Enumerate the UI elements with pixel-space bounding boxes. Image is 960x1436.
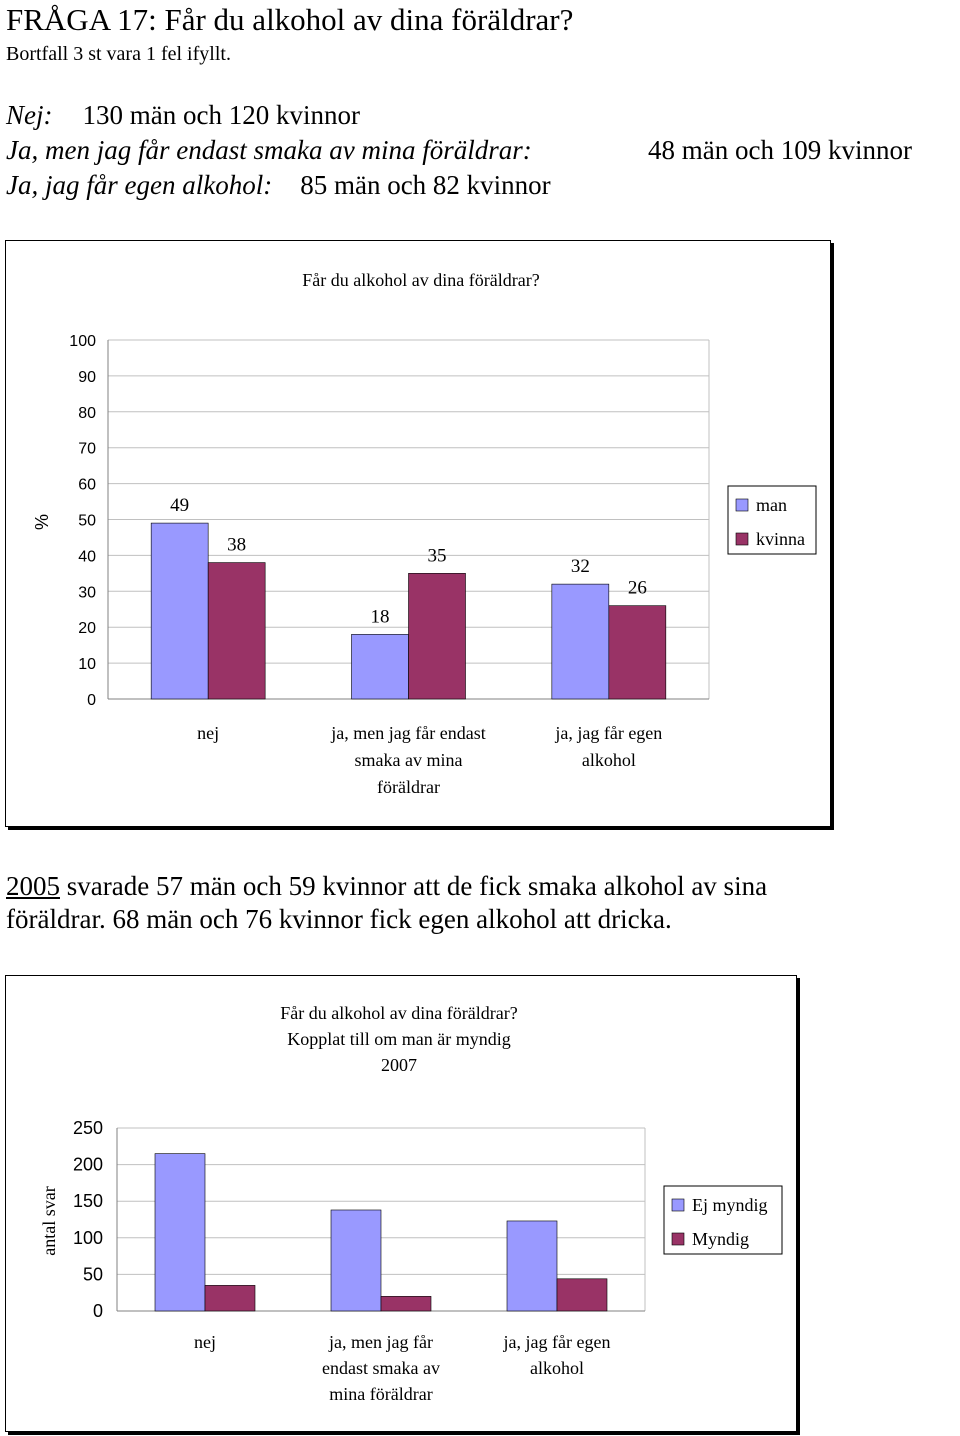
y-tick-label: 150: [73, 1191, 103, 1211]
x-tick-label: mina föräldrar: [329, 1384, 432, 1404]
chart-title: Får du alkohol av dina föräldrar?: [280, 1003, 517, 1023]
x-tick-label: ja, men jag får endast: [330, 723, 485, 743]
chart2-frame: Får du alkohol av dina föräldrar? Kopplat…: [5, 975, 797, 1432]
y-tick-label: 250: [73, 1118, 103, 1138]
y-tick-label: 50: [83, 1264, 103, 1284]
x-tick-label: ja, jag får egen: [554, 723, 662, 743]
bar: [408, 573, 466, 700]
x-tick-label: nej: [194, 1332, 216, 1352]
bar: [506, 1220, 558, 1312]
chart1-svg: Får du alkohol av dina föräldrar? 0 10 20 30…: [32, 270, 817, 797]
data-label: 18: [371, 606, 390, 627]
legend-swatch: [735, 498, 749, 512]
question-text: : Får du alkohol av dina föräldrar?: [148, 2, 574, 37]
legend-swatch: [735, 532, 749, 546]
bar: [608, 605, 667, 700]
y-tick-label: 200: [73, 1155, 103, 1175]
legend-swatch: [671, 1198, 685, 1212]
y-tick-label: 10: [78, 656, 96, 673]
answer-row-egen: Ja, jag får egen alkohol: 85 män och 82 k…: [6, 168, 551, 202]
y-tick-label: 80: [78, 405, 96, 422]
question-title: FRÅGA 17: Får du alkohol av dina föräldr…: [6, 0, 573, 40]
legend-label: Myndig: [692, 1229, 749, 1249]
legend-label: man: [756, 495, 787, 515]
y-tick-label: 50: [78, 513, 96, 530]
legend-label: Ej myndig: [692, 1195, 768, 1215]
answer-value-smaka: 48 män och 109 kvinnor: [648, 135, 912, 165]
bar: [551, 583, 610, 700]
dropout-note: Bortfall 3 st vara 1 fel ifyllt.: [6, 43, 231, 65]
y-tick-label: 0: [87, 692, 96, 709]
y-tick-label: 70: [78, 441, 96, 458]
y-tick-label: 20: [78, 620, 96, 637]
bar: [207, 562, 266, 700]
chart2-svg: Får du alkohol av dina föräldrar? Kopplat…: [39, 1003, 783, 1404]
bar: [351, 634, 409, 700]
legend-label: kvinna: [756, 529, 805, 549]
answer-label: Ja, jag får egen alkohol:: [6, 170, 273, 200]
chart-title: Kopplat till om man är myndig: [287, 1029, 510, 1049]
summary-line-2: föräldrar. 68 män och 76 kvinnor fick eg…: [6, 904, 672, 934]
y-axis-label: %: [32, 514, 52, 530]
y-tick-label: 90: [78, 369, 96, 386]
bar: [330, 1209, 382, 1312]
x-tick-label: nej: [197, 723, 219, 743]
answer-value: 130 män och 120 kvinnor: [82, 100, 360, 130]
summary-line-1: 2005 svarade 57 män och 59 kvinnor att d…: [6, 870, 767, 903]
data-label: 32: [571, 556, 590, 577]
question-prefix: FRÅGA 17: [6, 2, 149, 37]
bar: [154, 1153, 206, 1312]
x-tick-label: alkohol: [530, 1358, 584, 1378]
answer-label-smaka: Ja, men jag får endast smaka av mina för…: [6, 135, 532, 165]
x-tick-label: föräldrar: [377, 777, 440, 797]
y-tick-label: 60: [78, 477, 96, 494]
x-tick-label: alkohol: [582, 750, 636, 770]
bar: [150, 522, 209, 700]
data-label: 35: [428, 545, 447, 566]
chart-title: Får du alkohol av dina föräldrar?: [302, 270, 539, 290]
data-label: 38: [227, 535, 246, 556]
bar: [556, 1278, 608, 1312]
x-tick-label: endast smaka av: [322, 1358, 440, 1378]
y-tick-label: 100: [69, 333, 96, 350]
answer-row-nej: Nej: 130 män och 120 kvinnor: [6, 98, 360, 132]
summary-text-1: svarade 57 män och 59 kvinnor att de fic…: [60, 871, 768, 901]
answer-label: Nej:: [6, 100, 53, 130]
y-tick-label: 100: [73, 1228, 103, 1248]
chart1-frame: Får du alkohol av dina föräldrar? 0 10 20 30…: [5, 240, 831, 827]
y-tick-label: 40: [78, 548, 96, 565]
summary-year: 2005: [6, 871, 60, 901]
x-tick-label: smaka av mina: [355, 750, 463, 770]
bar: [380, 1296, 432, 1312]
data-label: 26: [628, 578, 647, 599]
y-axis-label: antal svar: [39, 1186, 59, 1255]
data-label: 49: [170, 495, 189, 516]
x-tick-label: ja, jag får egen: [503, 1332, 611, 1352]
bar: [204, 1285, 256, 1312]
legend-swatch: [671, 1232, 685, 1246]
x-tick-label: ja, men jag får: [328, 1332, 433, 1352]
y-tick-label: 0: [93, 1301, 103, 1321]
chart-title: 2007: [381, 1055, 417, 1075]
y-tick-label: 30: [78, 584, 96, 601]
answer-value: 85 män och 82 kvinnor: [300, 170, 551, 200]
